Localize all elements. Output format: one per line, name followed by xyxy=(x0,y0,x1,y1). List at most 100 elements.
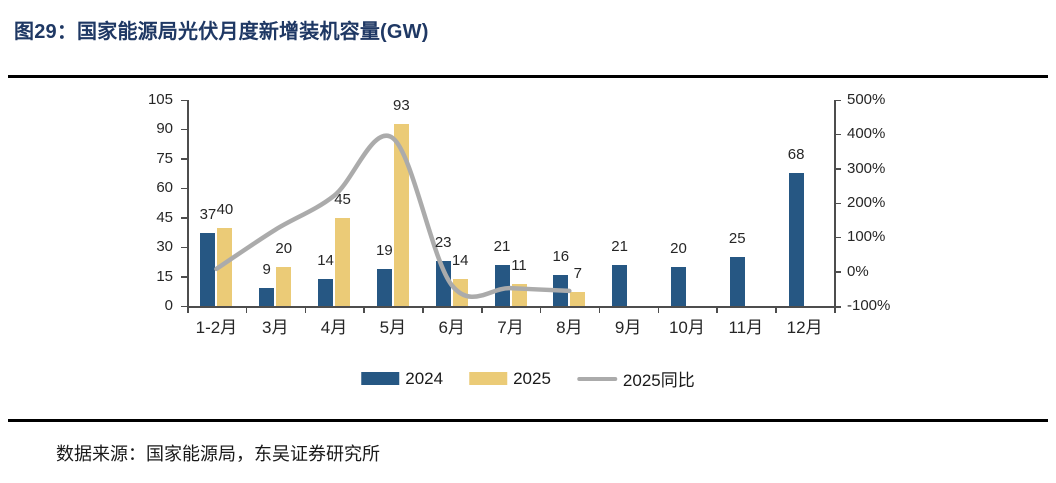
right-axis-tick-label: -100% xyxy=(847,297,891,314)
bottom-divider xyxy=(8,419,1048,422)
bar-2024 xyxy=(259,288,275,306)
right-axis-tick xyxy=(835,99,841,101)
x-axis-tick xyxy=(598,306,601,313)
x-axis-label: 8月 xyxy=(556,318,583,337)
bar-label-2024: 19 xyxy=(376,241,393,259)
x-axis-tick xyxy=(775,306,777,313)
left-axis-tick xyxy=(181,305,187,307)
figure-number-label: 图29： xyxy=(14,21,78,43)
bar-2025 xyxy=(217,227,233,306)
bar-2024 xyxy=(729,256,745,306)
legend-item-2025: 2025 xyxy=(469,369,551,389)
right-axis-tick-label: 300% xyxy=(847,159,886,177)
x-axis-label: 5月 xyxy=(379,318,407,337)
bar-label-2024: 20 xyxy=(670,239,687,257)
left-axis-tick-label: 75 xyxy=(156,149,173,167)
x-axis-tick xyxy=(834,306,836,313)
bar-label-2024: 9 xyxy=(262,261,271,279)
bar-label-2025: 45 xyxy=(334,190,351,208)
bar-label-2025: 7 xyxy=(573,265,582,283)
x-axis-tick xyxy=(716,306,718,313)
legend-item-2024: 2024 xyxy=(361,369,443,389)
legend-label-yoy: 2025同比 xyxy=(622,371,695,390)
left-axis-tick xyxy=(181,128,187,131)
right-axis-tick xyxy=(835,271,841,273)
figure-title-text: 国家能源局光伏月度新增装机容量(GW) xyxy=(77,21,429,43)
legend-item-yoy: 2025同比 xyxy=(576,366,695,391)
right-axis-tick-label: 100% xyxy=(847,228,886,246)
bar-label-2024: 68 xyxy=(787,145,805,163)
bar-2024 xyxy=(612,264,628,306)
figure-title: 图29：国家能源局光伏月度新增装机容量(GW) xyxy=(14,15,429,44)
right-axis-tick xyxy=(835,133,841,136)
bar-label-2024: 25 xyxy=(728,229,746,247)
legend-swatch-2024 xyxy=(361,372,400,385)
left-axis-tick-label: 15 xyxy=(156,267,173,285)
x-axis-label: 12月 xyxy=(786,318,823,337)
bar-label-2025: 93 xyxy=(393,96,410,114)
right-axis-line xyxy=(834,100,836,307)
x-axis-line xyxy=(187,306,841,308)
left-axis-tick-label: 90 xyxy=(156,120,173,138)
x-axis-tick xyxy=(187,306,189,313)
x-axis-tick xyxy=(657,306,660,313)
legend-swatch-2025 xyxy=(469,372,508,385)
right-axis-tick xyxy=(835,236,841,239)
bar-label-2024: 14 xyxy=(317,251,334,269)
x-axis-tick xyxy=(245,306,248,313)
legend-line-swatch-yoy xyxy=(576,376,617,381)
left-axis-tick xyxy=(181,187,187,190)
x-axis-label: 4月 xyxy=(320,318,348,337)
left-axis-tick-label: 45 xyxy=(156,208,173,226)
bar-label-2024: 16 xyxy=(552,247,570,265)
legend-label-2025: 2025 xyxy=(513,368,551,388)
left-axis-tick-label: 60 xyxy=(156,179,173,197)
bar-label-2025: 14 xyxy=(451,251,469,269)
left-axis-tick xyxy=(181,99,187,101)
bar-2024 xyxy=(376,268,392,306)
bar-label-2024: 21 xyxy=(611,237,628,255)
bar-label-2025: 11 xyxy=(511,257,527,275)
right-axis-tick-label: 200% xyxy=(847,194,886,211)
bar-2024 xyxy=(670,266,686,306)
x-axis-tick xyxy=(422,306,424,313)
x-axis-label: 6月 xyxy=(438,318,465,337)
bar-2024 xyxy=(200,233,216,306)
left-axis-tick xyxy=(181,217,187,219)
left-axis-tick xyxy=(181,246,187,249)
x-axis-tick xyxy=(481,306,483,313)
chart-legend: 2024 2025 2025同比 xyxy=(361,366,695,391)
source-note: 数据来源：国家能源局，东吴证券研究所 xyxy=(56,444,380,464)
bar-2025 xyxy=(452,278,468,306)
left-axis-line xyxy=(187,100,189,307)
x-axis-label: 11月 xyxy=(728,318,764,337)
left-axis-tick-label: 30 xyxy=(156,238,173,256)
x-axis-tick xyxy=(304,306,307,313)
bar-label-2024: 21 xyxy=(493,237,511,255)
bar-2024 xyxy=(788,172,804,306)
x-axis-label: 3月 xyxy=(261,318,289,337)
bar-2025 xyxy=(570,292,586,306)
right-axis-tick-label: 0% xyxy=(847,262,869,280)
legend-label-2024: 2024 xyxy=(405,368,444,388)
bar-label-2024: 37 xyxy=(199,206,217,224)
bar-2025 xyxy=(393,123,409,306)
top-divider xyxy=(8,75,1048,78)
bar-2024 xyxy=(318,278,334,306)
x-axis-label: 9月 xyxy=(614,318,642,337)
bar-2025 xyxy=(511,284,527,306)
x-axis-label: 10月 xyxy=(668,318,705,337)
x-axis-tick xyxy=(363,306,365,313)
left-axis-tick-label: 105 xyxy=(147,91,173,108)
x-axis-label: 7月 xyxy=(497,318,524,337)
right-axis-tick xyxy=(835,202,841,204)
x-axis-label: 1-2月 xyxy=(195,318,238,337)
bar-label-2025: 40 xyxy=(216,200,234,218)
right-axis-tick xyxy=(835,305,841,307)
left-axis-tick xyxy=(181,158,187,160)
right-axis-tick xyxy=(835,168,841,170)
left-axis-tick xyxy=(181,276,187,278)
bar-label-2025: 20 xyxy=(275,239,293,257)
